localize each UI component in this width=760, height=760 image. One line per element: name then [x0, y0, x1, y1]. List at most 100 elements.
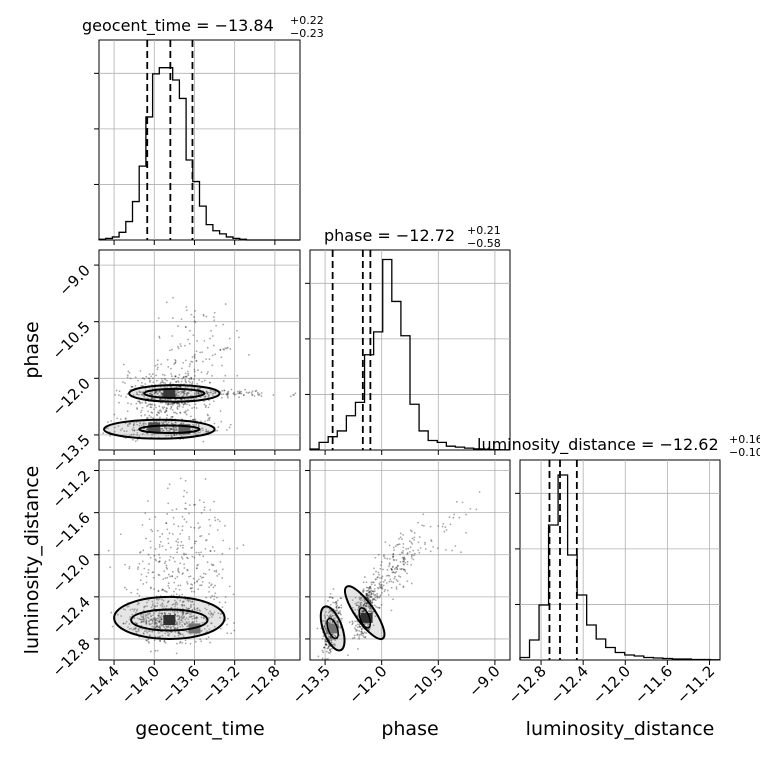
sample-point	[170, 435, 173, 438]
sample-point	[219, 613, 222, 615]
sample-point	[384, 579, 386, 582]
sample-point	[209, 641, 212, 644]
sample-point	[233, 393, 236, 396]
sample-point	[178, 385, 181, 388]
sample-point	[371, 611, 374, 613]
sample-point	[165, 548, 167, 551]
sample-point	[372, 598, 374, 601]
sample-point	[217, 518, 219, 521]
sample-point	[182, 403, 185, 405]
sample-point	[154, 622, 157, 624]
sample-point	[140, 620, 143, 623]
sample-point	[237, 392, 240, 395]
sample-point	[329, 649, 332, 652]
sample-point	[149, 540, 152, 543]
sample-point	[208, 381, 211, 384]
sample-point	[176, 548, 178, 551]
density-cell	[360, 612, 373, 623]
sample-point	[147, 599, 150, 602]
sample-point	[370, 610, 373, 613]
sample-point	[144, 621, 147, 623]
sample-point	[145, 619, 148, 621]
sample-point	[380, 603, 383, 606]
sample-point	[189, 615, 192, 618]
sample-point	[156, 414, 159, 417]
sample-point	[156, 625, 159, 627]
sample-point	[178, 588, 181, 591]
sample-point	[141, 524, 144, 526]
sample-point	[316, 627, 319, 630]
sample-point	[149, 546, 152, 549]
sample-point	[161, 393, 163, 395]
sample-point	[154, 390, 157, 393]
sample-point	[393, 577, 396, 580]
sample-point	[402, 557, 405, 560]
sample-point	[176, 615, 179, 618]
sample-point	[207, 370, 209, 373]
sample-point	[179, 386, 182, 388]
sample-point	[335, 621, 338, 624]
sample-point	[146, 605, 148, 607]
sample-point	[191, 617, 194, 620]
sample-point	[160, 616, 162, 619]
sample-point	[376, 592, 379, 595]
sample-point	[175, 429, 178, 431]
sample-point	[364, 605, 367, 607]
sample-point	[181, 611, 183, 614]
sample-point	[127, 605, 130, 608]
sample-point	[207, 612, 210, 615]
sample-point	[154, 391, 157, 393]
sample-point	[146, 639, 148, 642]
sample-point	[167, 402, 170, 405]
sample-point	[222, 539, 225, 542]
sample-point	[402, 550, 405, 552]
sample-point	[193, 320, 196, 323]
sample-point	[373, 587, 376, 590]
sample-point	[177, 345, 179, 348]
sample-point	[222, 380, 225, 382]
sample-point	[199, 575, 202, 578]
sample-point	[194, 640, 197, 643]
sample-point	[222, 348, 225, 351]
sample-point	[184, 378, 187, 381]
sample-point	[330, 638, 333, 641]
sample-point	[191, 428, 194, 431]
sample-point	[148, 630, 150, 632]
sample-point	[394, 571, 397, 574]
sample-point	[257, 393, 259, 396]
sample-point	[238, 336, 240, 339]
sample-point	[188, 512, 190, 515]
sample-point	[148, 403, 151, 406]
sample-point	[144, 613, 147, 616]
sample-point	[159, 535, 161, 538]
y-tick-label: −11.6	[49, 509, 94, 554]
sample-point	[210, 622, 213, 625]
sample-point	[164, 627, 167, 630]
sample-point	[162, 578, 165, 581]
sample-point	[182, 376, 185, 379]
sample-point	[360, 633, 362, 636]
sample-point	[182, 406, 184, 408]
sample-point	[359, 601, 362, 604]
sample-point	[220, 397, 223, 399]
sample-point	[176, 603, 179, 605]
sample-point	[179, 632, 181, 635]
sample-point	[339, 612, 342, 615]
sample-point	[182, 390, 185, 393]
sample-point	[153, 392, 156, 395]
sample-point	[197, 423, 200, 426]
sample-point	[148, 373, 151, 376]
sample-point	[208, 533, 210, 536]
sample-point	[163, 612, 166, 615]
sample-point	[213, 570, 216, 573]
sample-point	[140, 391, 142, 394]
sample-point	[141, 393, 144, 396]
sample-point	[136, 617, 139, 620]
sample-point	[144, 401, 147, 404]
sample-point	[360, 597, 362, 600]
sample-point	[138, 594, 141, 597]
sample-point	[215, 569, 218, 572]
sample-point	[191, 381, 194, 383]
sample-point	[247, 392, 250, 394]
